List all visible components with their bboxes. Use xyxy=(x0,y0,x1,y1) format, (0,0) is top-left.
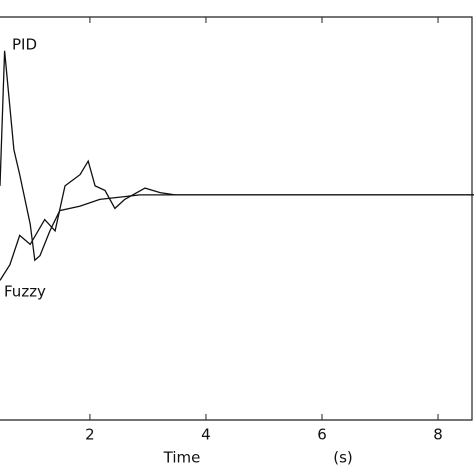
series-label: PID xyxy=(12,36,37,54)
x-axis-unit: (s) xyxy=(333,449,353,467)
series-line xyxy=(0,50,474,262)
x-tick-label: 2 xyxy=(85,426,95,444)
x-tick-label: 6 xyxy=(317,426,327,444)
series-label: Fuzzy xyxy=(4,283,46,301)
x-tick-label: 4 xyxy=(201,426,211,444)
x-axis-label: Time xyxy=(163,449,201,467)
plot-frame xyxy=(0,16,473,421)
x-tick-label: 8 xyxy=(433,426,443,444)
series-line xyxy=(0,159,474,281)
